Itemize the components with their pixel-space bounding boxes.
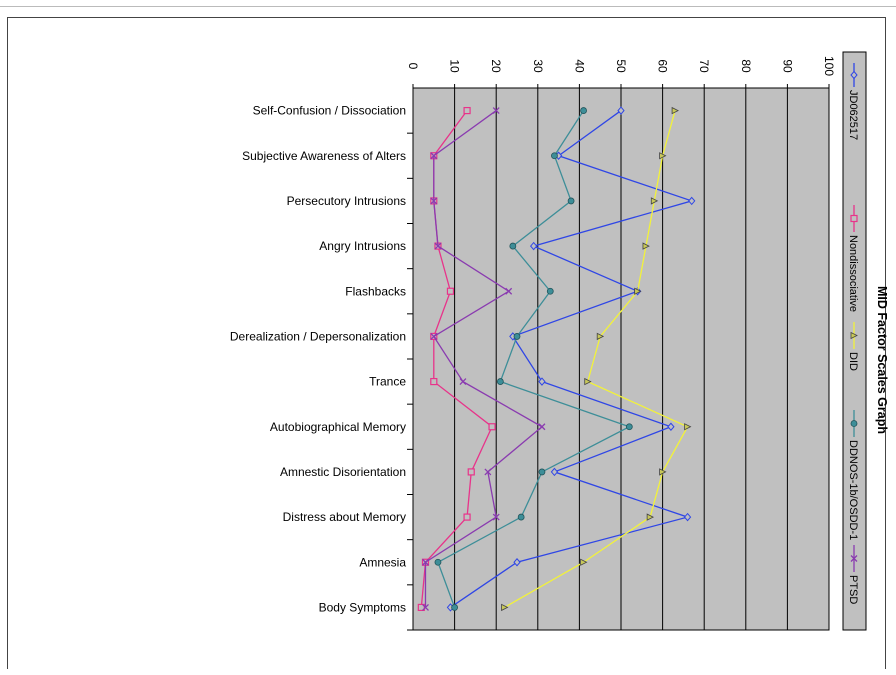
category-label: Persecutory Intrusions xyxy=(287,194,406,208)
legend-marker xyxy=(851,421,857,427)
data-point xyxy=(489,424,495,430)
data-point xyxy=(514,333,520,339)
data-point xyxy=(447,288,453,294)
category-labels: Self-Confusion / Dissociation Subjective … xyxy=(230,104,413,630)
tick-label: 40 xyxy=(572,59,586,73)
data-point xyxy=(435,559,441,565)
data-point xyxy=(539,469,545,475)
category-label: Amnesia xyxy=(359,555,406,569)
category-label: Flashbacks xyxy=(345,284,406,298)
data-point xyxy=(518,514,524,520)
tick-label: 100 xyxy=(822,56,836,76)
category-label: Subjective Awareness of Alters xyxy=(242,149,406,163)
legend-label: Nondissociative xyxy=(847,235,859,312)
tick-label: 10 xyxy=(448,59,462,73)
data-point xyxy=(547,288,553,294)
value-ticks: 0 10 20 30 40 50 60 70 80 90 100 xyxy=(406,56,836,88)
category-label: Body Symptoms xyxy=(319,600,406,614)
category-label: Derealization / Depersonalization xyxy=(230,329,406,343)
data-point xyxy=(452,604,458,610)
category-label: Autobiographical Memory xyxy=(270,420,406,434)
legend-label: DDNOS-1b/OSDD-1 xyxy=(847,440,859,540)
category-label: Angry Intrusions xyxy=(319,239,406,253)
data-point xyxy=(568,198,574,204)
legend-label: JD062517 xyxy=(847,90,859,140)
tick-label: 50 xyxy=(614,59,628,73)
data-point xyxy=(468,469,474,475)
data-point xyxy=(464,108,470,114)
legend-marker xyxy=(851,216,857,222)
data-point xyxy=(551,153,557,159)
tick-label: 60 xyxy=(656,59,670,73)
tick-label: 20 xyxy=(489,59,503,73)
tick-label: 0 xyxy=(406,63,420,70)
legend: JD062517 Nondissociative DID DDNOS-1b/OSDD-… xyxy=(843,52,866,630)
data-point xyxy=(626,424,632,430)
data-point xyxy=(464,514,470,520)
chart-title: MID Factor Scales Graph xyxy=(875,286,889,434)
tick-label: 90 xyxy=(780,59,794,73)
data-point xyxy=(510,243,516,249)
category-label: Trance xyxy=(369,375,406,389)
legend-label: PTSD xyxy=(847,575,859,604)
data-point xyxy=(431,379,437,385)
data-point xyxy=(497,379,503,385)
category-label: Self-Confusion / Dissociation xyxy=(253,104,406,118)
tick-label: 80 xyxy=(739,59,753,73)
category-label: Amnestic Disorientation xyxy=(280,465,406,479)
data-point xyxy=(581,108,587,114)
legend-label: DID xyxy=(847,352,859,371)
category-label: Distress about Memory xyxy=(283,510,406,524)
tick-label: 30 xyxy=(531,59,545,73)
tick-label: 70 xyxy=(697,59,711,73)
